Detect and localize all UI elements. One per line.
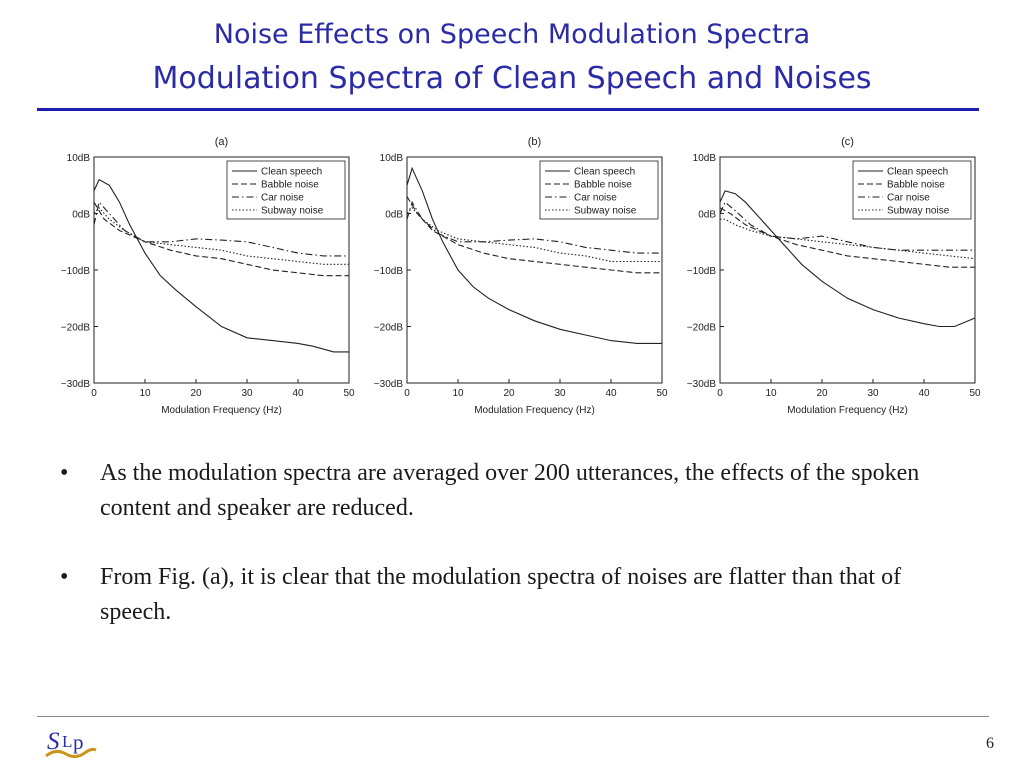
x-tick-label: 20	[190, 388, 202, 399]
bullet-item: • As the modulation spectra are averaged…	[60, 456, 960, 526]
y-tick-label: −30dB	[61, 379, 91, 390]
x-axis-label: Modulation Frequency (Hz)	[787, 405, 908, 416]
x-tick-label: 20	[816, 388, 828, 399]
svg-text:p: p	[73, 730, 84, 754]
chart-svg-c: (c) 0 10 20 30 40 50 10dB 0dB −10dB −20dB −30dB Modu…	[687, 136, 981, 416]
x-tick-label: 10	[765, 388, 777, 399]
bullet-text: As the modulation spectra are averaged o…	[100, 460, 920, 521]
x-tick-label: 0	[717, 388, 723, 399]
slide-title: Noise Effects on Speech Modulation Spect…	[213, 19, 811, 50]
legend-label: Babble noise	[574, 180, 632, 191]
chart-title: (b)	[528, 136, 541, 148]
legend-label: Subway noise	[887, 206, 950, 217]
y-tick-label: −10dB	[61, 266, 91, 277]
y-tick-label: 10dB	[693, 153, 717, 164]
legend-label: Clean speech	[887, 167, 948, 178]
legend-label: Clean speech	[261, 167, 322, 178]
slide-subtitle: Modulation Spectra of Clean Speech and N…	[152, 61, 872, 96]
series-line	[406, 166, 662, 344]
series-line	[719, 207, 975, 268]
legend-label: Babble noise	[887, 180, 945, 191]
x-tick-label: 30	[554, 388, 566, 399]
y-tick-label: 0dB	[385, 210, 403, 221]
legend-label: Car noise	[574, 193, 617, 204]
x-tick-label: 40	[605, 388, 617, 399]
bullet-dot: •	[60, 460, 69, 486]
slp-logo-icon: S L p	[42, 722, 98, 762]
x-axis-label: Modulation Frequency (Hz)	[474, 405, 595, 416]
x-axis-label: Modulation Frequency (Hz)	[161, 405, 282, 416]
series-line	[719, 190, 976, 328]
svg-text:L: L	[62, 732, 72, 751]
bullet-dot: •	[60, 564, 69, 590]
x-tick-label: 20	[503, 388, 515, 399]
legend-label: Babble noise	[261, 180, 319, 191]
series-line	[93, 178, 349, 353]
chart-svg-a: (a) 0 10 20 30 40 50 10dB 0dB −10dB −20dB −30dB Modu…	[61, 136, 355, 416]
x-tick-label: 10	[139, 388, 151, 399]
y-tick-label: −20dB	[61, 323, 91, 334]
x-tick-label: 50	[969, 388, 981, 399]
y-tick-label: 0dB	[698, 210, 716, 221]
x-tick-label: 40	[918, 388, 930, 399]
y-tick-label: 10dB	[67, 153, 91, 164]
x-tick-label: 50	[343, 388, 355, 399]
chart-a: (a) 0 10 20 30 40 50 10dB 0dB −10dB −20dB −30dB Modu…	[52, 125, 372, 425]
y-tick-label: 0dB	[72, 210, 90, 221]
series-line	[406, 196, 662, 274]
footer-divider	[37, 716, 989, 717]
x-tick-label: 0	[404, 388, 410, 399]
legend-label: Subway noise	[574, 206, 637, 217]
y-tick-label: −20dB	[687, 323, 717, 334]
chart-b: (b) 0 10 20 30 40 50 10dB 0dB −10dB −20dB −30dB Modu…	[365, 125, 685, 425]
legend-label: Car noise	[887, 193, 930, 204]
x-tick-label: 40	[292, 388, 304, 399]
chart-svg-b: (b) 0 10 20 30 40 50 10dB 0dB −10dB −20dB −30dB Modu…	[374, 136, 668, 416]
series-line	[406, 200, 662, 254]
legend-label: Clean speech	[574, 167, 635, 178]
x-tick-label: 50	[656, 388, 668, 399]
series-line	[719, 201, 975, 251]
bullet-item: • From Fig. (a), it is clear that the mo…	[60, 560, 960, 630]
page-number: 6	[986, 735, 994, 752]
y-tick-label: 10dB	[380, 153, 404, 164]
x-tick-label: 10	[452, 388, 464, 399]
legend-label: Subway noise	[261, 206, 324, 217]
chart-title: (c)	[841, 136, 854, 148]
y-tick-label: −30dB	[687, 379, 717, 390]
series-line	[720, 218, 976, 260]
y-tick-label: −20dB	[374, 323, 404, 334]
svg-text:S: S	[47, 728, 60, 755]
legend-label: Car noise	[261, 193, 304, 204]
y-tick-label: −10dB	[374, 266, 404, 277]
y-tick-label: −30dB	[374, 379, 404, 390]
series-line	[93, 201, 349, 277]
title-divider	[37, 108, 979, 111]
x-tick-label: 30	[241, 388, 253, 399]
x-tick-label: 30	[867, 388, 879, 399]
bullet-text: From Fig. (a), it is clear that the modu…	[100, 564, 902, 625]
chart-c: (c) 0 10 20 30 40 50 10dB 0dB −10dB −20dB −30dB Modu…	[678, 125, 998, 425]
bullet-list: • As the modulation spectra are averaged…	[60, 456, 960, 664]
y-tick-label: −10dB	[687, 266, 717, 277]
chart-title: (a)	[215, 136, 228, 148]
x-tick-label: 0	[91, 388, 97, 399]
series-line	[93, 206, 349, 265]
series-line	[93, 201, 349, 257]
